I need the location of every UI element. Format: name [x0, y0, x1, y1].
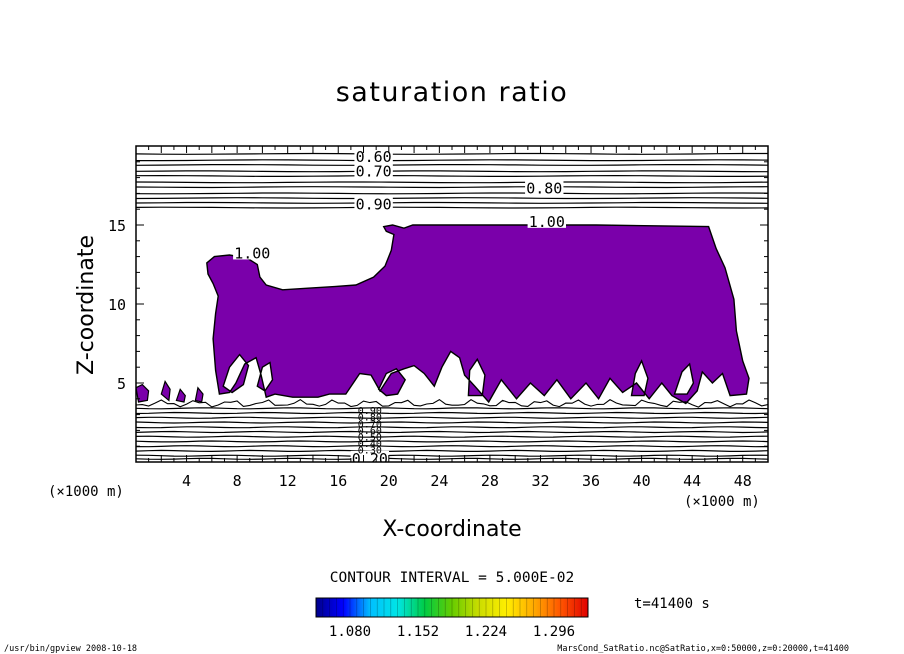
lower-contour-line [136, 435, 768, 438]
x-axis-unit-right: (×1000 m) [684, 494, 760, 510]
upper-contour-line [136, 164, 768, 166]
lower-contour-label: 0.30 [358, 446, 382, 457]
contour-label-bg [354, 163, 393, 178]
z-tick-label: 5 [117, 375, 126, 393]
upper-contour-line [136, 197, 768, 200]
y-axis-label: Z-coordinate [74, 235, 99, 375]
lower-contour-line [136, 426, 768, 429]
upper-contour-line [136, 170, 768, 173]
x-tick-label: 20 [380, 472, 398, 490]
x-axis-unit-left: (×1000 m) [48, 484, 124, 500]
contour-label-bg [525, 180, 564, 195]
contour-label: 0.70 [356, 162, 392, 180]
z-tick-label: 10 [108, 296, 126, 314]
x-tick-label: 12 [279, 472, 297, 490]
x-tick-label: 4 [182, 472, 191, 490]
contour-label-bg [354, 149, 393, 164]
lower-contour-line [136, 454, 768, 457]
contour-label: 0.90 [356, 195, 392, 213]
contour-label: 0.80 [526, 180, 562, 198]
contour-label-bg [350, 450, 390, 462]
plot-inner: 0.600.700.800.901.001.000.200.900.800.70… [136, 148, 768, 468]
x-axis-label: X-coordinate [382, 517, 521, 542]
colorbar-gradient [315, 597, 589, 618]
plot-area: 0.600.700.800.901.001.000.200.900.800.70… [108, 145, 769, 490]
contour-label: 1.00 [234, 244, 270, 262]
chart-title: saturation ratio [336, 77, 569, 108]
supersaturated-region [206, 224, 750, 405]
upper-contour-line [136, 201, 768, 204]
lower-contour-line [136, 411, 768, 415]
colorbar-tick-label: 1.080 [329, 624, 371, 640]
supersaturated-patch [194, 386, 204, 403]
supersaturated-patch [160, 379, 171, 402]
contour-label-bg [527, 213, 566, 228]
contour-label: 0.60 [356, 148, 392, 166]
footer-left: /usr/bin/gpview 2008-10-18 [4, 644, 137, 654]
cloud-base-contour [136, 398, 768, 408]
lower-contour-line [136, 440, 768, 443]
upper-contour-line [136, 174, 768, 177]
x-tick-label: 40 [633, 472, 651, 490]
colorbar-tick-label: 1.296 [533, 624, 575, 640]
lower-contour-label: 0.60 [358, 426, 382, 437]
footer-right: MarsCond_SatRatio.nc@SatRatio,x=0:50000,… [557, 644, 849, 654]
lower-contour-line [136, 421, 768, 424]
lower-contour-label: 0.50 [358, 433, 382, 444]
lower-contour-line [136, 445, 768, 448]
supersaturated-patch [175, 388, 186, 403]
upper-contour-line [136, 206, 768, 209]
z-tick-label: 15 [108, 217, 126, 235]
x-tick-label: 32 [531, 472, 549, 490]
colorbar: 1.080 1.152 1.224 1.296 [315, 597, 589, 640]
lower-contour-line [136, 430, 768, 434]
upper-contour-line [136, 181, 768, 184]
contour-label-bg [354, 196, 393, 211]
x-tick-label: 48 [734, 472, 752, 490]
x-tick-label: 24 [430, 472, 448, 490]
lower-contour-label: 0.40 [358, 439, 382, 450]
time-label: t=41400 s [634, 596, 710, 612]
lower-contour-label: 0.70 [358, 419, 382, 430]
lower-contour-line [136, 416, 768, 419]
lower-contour-line [136, 407, 768, 410]
upper-contour-line [136, 186, 768, 189]
upper-contour-line [136, 192, 768, 195]
x-tick-label: 36 [582, 472, 600, 490]
colorbar-tick-label: 1.152 [397, 624, 439, 640]
contour-label: 1.00 [529, 213, 565, 231]
upper-contour-line [136, 159, 768, 162]
colorbar-tick-label: 1.224 [465, 624, 507, 640]
contour-label: 0.20 [352, 450, 388, 468]
upper-contour-line [136, 152, 768, 155]
x-tick-label: 16 [329, 472, 347, 490]
contour-label-bg [233, 245, 272, 260]
lower-contour-line [136, 449, 768, 453]
contour-interval-label: CONTOUR INTERVAL = 5.000E-02 [330, 570, 574, 586]
x-tick-label: 8 [233, 472, 242, 490]
lower-contour-label: 0.90 [358, 406, 382, 417]
x-tick-label: 28 [481, 472, 499, 490]
x-tick-label: 44 [683, 472, 701, 490]
lower-contour-label: 0.80 [358, 413, 382, 424]
supersaturated-patch [136, 383, 150, 403]
